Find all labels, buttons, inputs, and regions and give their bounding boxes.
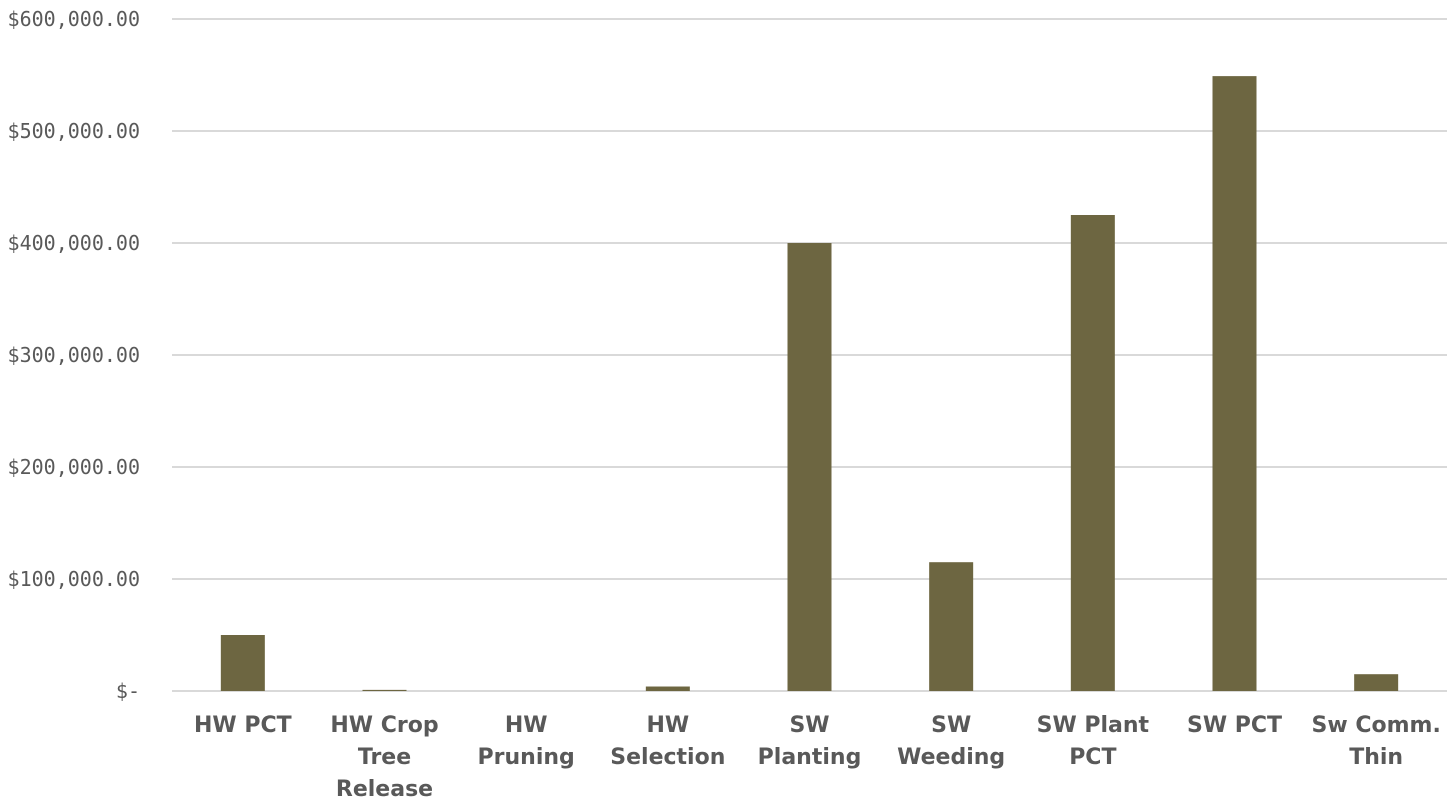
x-tick-label: HW Crop Tree Release bbox=[330, 713, 438, 800]
y-tick-label: $200,000.00 bbox=[8, 455, 140, 479]
bar bbox=[1212, 76, 1257, 692]
x-tick-label: HW Pruning bbox=[478, 713, 575, 770]
x-tick-label: Sw Comm. Thin bbox=[1312, 713, 1441, 770]
bars bbox=[220, 76, 1399, 692]
x-tick-label: SW Plant PCT bbox=[1037, 713, 1150, 770]
y-axis-tick-labels: $- $100,000.00 $200,000.00 $300,000.00 $400,… bbox=[8, 7, 140, 703]
bar bbox=[362, 689, 407, 691]
bar bbox=[220, 635, 265, 691]
y-tick-label: $400,000.00 bbox=[8, 231, 140, 255]
bar bbox=[1070, 215, 1115, 691]
x-tick-label: HW PCT bbox=[194, 713, 292, 738]
y-tick-label: $300,000.00 bbox=[8, 343, 140, 367]
y-tick-label: $- bbox=[116, 679, 140, 703]
bar bbox=[1354, 674, 1399, 691]
y-tick-label: $500,000.00 bbox=[8, 119, 140, 143]
y-tick-label: $600,000.00 bbox=[8, 7, 140, 31]
x-tick-label: HW Selection bbox=[610, 713, 725, 770]
x-tick-label: SW Planting bbox=[758, 713, 862, 770]
bar bbox=[787, 243, 832, 691]
x-tick-label: SW Weeding bbox=[897, 713, 1005, 770]
x-tick-label: SW PCT bbox=[1187, 713, 1282, 738]
bar bbox=[929, 562, 974, 691]
bar bbox=[645, 686, 690, 691]
y-tick-label: $100,000.00 bbox=[8, 567, 140, 591]
x-axis-tick-labels: HW PCT HW Crop Tree Release HW Pruning HW Selec… bbox=[194, 713, 1441, 800]
